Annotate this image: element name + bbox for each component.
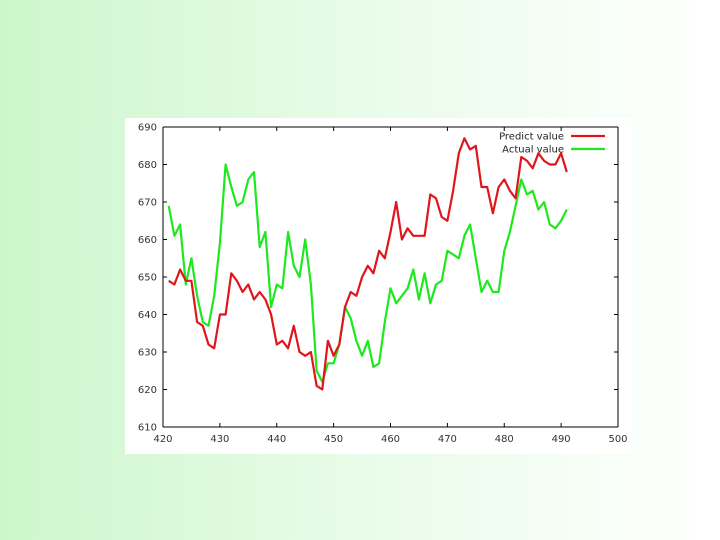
y-axis-ticks: 610 620 630 640 650 660 670 680 690 bbox=[138, 123, 618, 434]
series-line-predict-value bbox=[168, 137, 568, 391]
y-tick-label: 680 bbox=[138, 160, 157, 171]
x-tick-label: 470 bbox=[438, 434, 457, 445]
x-tick-label: 480 bbox=[495, 434, 514, 445]
x-tick-label: 430 bbox=[210, 434, 229, 445]
y-tick-label: 620 bbox=[138, 385, 157, 396]
series-line-actual-value bbox=[167, 163, 568, 384]
legend-label-predict-value: Predict value bbox=[499, 132, 564, 143]
x-axis-ticks: 420 430 440 450 460 470 480 490 500 bbox=[153, 127, 628, 445]
legend-label-actual-value: Actual value bbox=[502, 145, 564, 156]
chart-panel: 420 430 440 450 460 470 480 490 500 610 620 630 640… bbox=[125, 118, 632, 454]
x-tick-label: 490 bbox=[552, 434, 571, 445]
y-tick-label: 610 bbox=[138, 423, 157, 434]
x-tick-label: 440 bbox=[267, 434, 286, 445]
y-tick-label: 650 bbox=[138, 273, 157, 284]
x-tick-label: 450 bbox=[324, 434, 343, 445]
y-tick-label: 690 bbox=[138, 123, 157, 134]
y-tick-label: 670 bbox=[138, 198, 157, 209]
series-lines bbox=[167, 137, 568, 391]
x-tick-label: 420 bbox=[153, 434, 172, 445]
x-tick-label: 500 bbox=[608, 434, 627, 445]
y-tick-label: 640 bbox=[138, 310, 157, 321]
legend: Predict value Actual value bbox=[499, 132, 605, 156]
y-tick-label: 630 bbox=[138, 348, 157, 359]
y-tick-label: 660 bbox=[138, 235, 157, 246]
x-tick-label: 460 bbox=[381, 434, 400, 445]
line-chart: 420 430 440 450 460 470 480 490 500 610 620 630 640… bbox=[138, 123, 628, 446]
